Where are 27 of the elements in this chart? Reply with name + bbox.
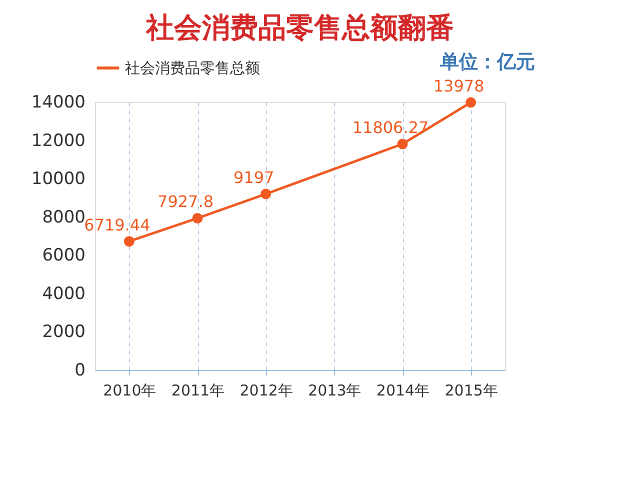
chart-title: 社会消费品零售总额翻番 <box>145 11 454 44</box>
point <box>466 97 476 108</box>
y-tick-label: 4000 <box>42 284 86 304</box>
data-label: 13978 <box>433 76 484 96</box>
x-tick-label: 2014年 <box>376 382 430 400</box>
y-tick-label: 10000 <box>31 169 86 190</box>
legend-label: 社会消费品零售总额 <box>125 59 260 77</box>
y-tick-label: 14000 <box>31 92 86 112</box>
point <box>397 138 408 150</box>
x-tick-label: 2015年 <box>444 382 498 400</box>
y-tick-label: 12000 <box>31 130 86 151</box>
x-tick-label: 2012年 <box>240 382 293 400</box>
x-tick-label: 2013年 <box>308 382 362 400</box>
x-tick-label: 2011年 <box>171 382 225 400</box>
data-label: 9197 <box>233 168 274 187</box>
text: 单位：亿元 <box>439 51 535 73</box>
data-label: 11806.27 <box>352 118 429 137</box>
point <box>260 188 272 200</box>
y-tick-label: 2000 <box>42 322 86 342</box>
y-tick-label: 6000 <box>42 246 86 266</box>
data-label: 6719.44 <box>84 215 150 234</box>
y-tick-label: 8000 <box>42 207 86 228</box>
x-tick-label: 2010年 <box>103 382 156 400</box>
data-label: 7927.8 <box>158 192 214 212</box>
point <box>192 213 203 224</box>
y-tick-label: 0 <box>74 360 86 380</box>
point <box>124 236 134 247</box>
